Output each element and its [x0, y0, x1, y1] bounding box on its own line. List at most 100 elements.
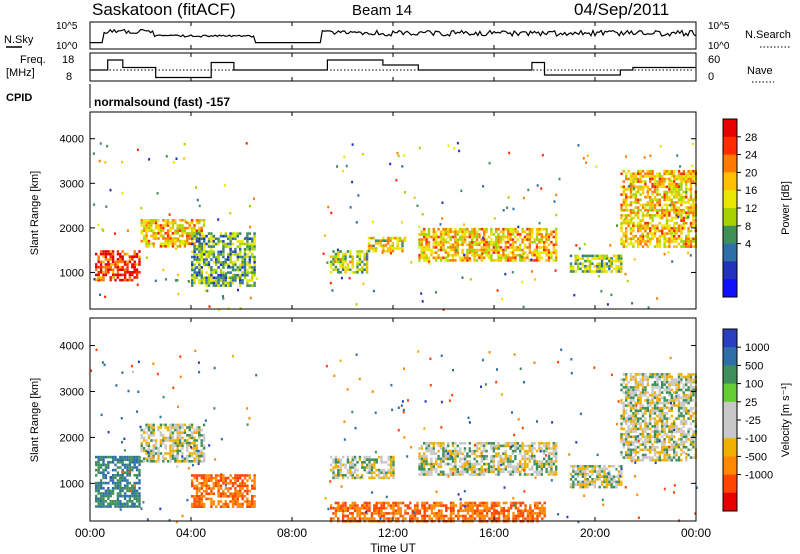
data-cell	[670, 208, 673, 212]
data-cell	[481, 517, 484, 520]
data-cell	[637, 422, 640, 426]
data-cell	[427, 240, 431, 244]
data-cell	[456, 444, 459, 448]
data-cell	[629, 237, 633, 241]
data-cell	[99, 260, 103, 264]
data-cell	[432, 230, 435, 234]
noise-right-tick-high: 10^5	[708, 21, 730, 32]
data-cell	[236, 502, 239, 506]
data-cell	[121, 479, 124, 482]
data-cell	[239, 266, 242, 269]
data-cell	[241, 492, 244, 495]
data-cell	[620, 417, 623, 420]
data-cell	[229, 212, 232, 215]
data-cell	[456, 240, 459, 244]
data-cell	[200, 273, 203, 277]
data-cell	[504, 246, 507, 249]
data-cell	[392, 463, 395, 467]
data-cell	[104, 489, 108, 493]
data-cell	[246, 268, 249, 272]
data-cell	[637, 201, 640, 204]
data-cell	[191, 276, 194, 280]
data-cell	[463, 447, 467, 450]
data-cell	[210, 279, 213, 282]
data-cell	[243, 258, 247, 261]
data-cell	[349, 260, 352, 264]
data-cell	[644, 180, 647, 183]
data-cell	[105, 205, 108, 208]
data-cell	[191, 495, 194, 498]
data-cell	[478, 256, 481, 260]
data-cell	[661, 214, 664, 217]
data-cell	[99, 494, 103, 498]
data-cell	[188, 436, 191, 440]
data-cell	[248, 502, 251, 506]
data-cell	[658, 203, 661, 207]
data-cell	[339, 471, 342, 474]
data-cell	[198, 489, 201, 493]
data-cell	[488, 506, 491, 510]
data-cell	[533, 240, 536, 244]
data-cell	[536, 514, 539, 518]
data-cell	[454, 243, 457, 247]
data-cell	[224, 273, 227, 277]
data-cell	[555, 449, 558, 453]
data-cell	[435, 442, 438, 445]
data-cell	[423, 506, 426, 510]
data-cell	[102, 458, 105, 461]
data-cell	[504, 259, 507, 262]
data-cell	[504, 444, 507, 448]
data-cell	[197, 219, 200, 222]
data-cell	[339, 458, 342, 461]
data-cell	[514, 517, 518, 520]
data-cell	[490, 253, 493, 257]
data-cell	[375, 461, 378, 464]
data-cell	[236, 474, 239, 477]
data-cell	[169, 452, 172, 455]
data-cell	[203, 505, 206, 508]
data-cell	[449, 462, 452, 466]
data-cell	[625, 240, 628, 243]
data-cell	[334, 458, 338, 461]
data-cell	[346, 468, 350, 472]
data-cell	[159, 224, 163, 227]
data-cell	[253, 271, 256, 274]
data-cell	[246, 500, 249, 503]
data-cell	[391, 247, 395, 250]
data-cell	[114, 278, 117, 282]
data-cell	[116, 252, 120, 256]
data-cell	[495, 227, 498, 231]
data-cell	[95, 497, 98, 500]
data-cell	[416, 204, 419, 207]
data-cell	[121, 268, 124, 271]
data-cell	[523, 462, 527, 466]
data-cell	[540, 465, 543, 468]
data-cell	[641, 458, 645, 462]
data-cell	[461, 251, 464, 254]
data-cell	[109, 455, 112, 459]
data-cell	[552, 251, 555, 254]
data-cell	[413, 514, 417, 518]
data-cell	[380, 461, 383, 464]
data-cell	[99, 278, 103, 282]
data-cell	[428, 517, 431, 520]
data-cell	[531, 468, 534, 471]
data-cell	[645, 243, 648, 246]
data-cell	[682, 245, 685, 248]
data-cell	[420, 470, 423, 474]
data-cell	[116, 466, 120, 469]
data-cell	[622, 234, 625, 238]
data-cell	[420, 248, 423, 252]
data-cell	[464, 228, 467, 231]
data-cell	[191, 237, 194, 241]
data-cell	[529, 504, 532, 507]
data-cell	[246, 284, 249, 287]
data-cell	[627, 427, 630, 431]
data-cell	[641, 214, 645, 217]
data-cell	[382, 506, 386, 510]
data-cell	[227, 237, 230, 241]
data-cell	[391, 249, 395, 253]
data-cell	[485, 253, 488, 257]
data-cell	[466, 468, 469, 471]
data-cell	[536, 512, 539, 515]
